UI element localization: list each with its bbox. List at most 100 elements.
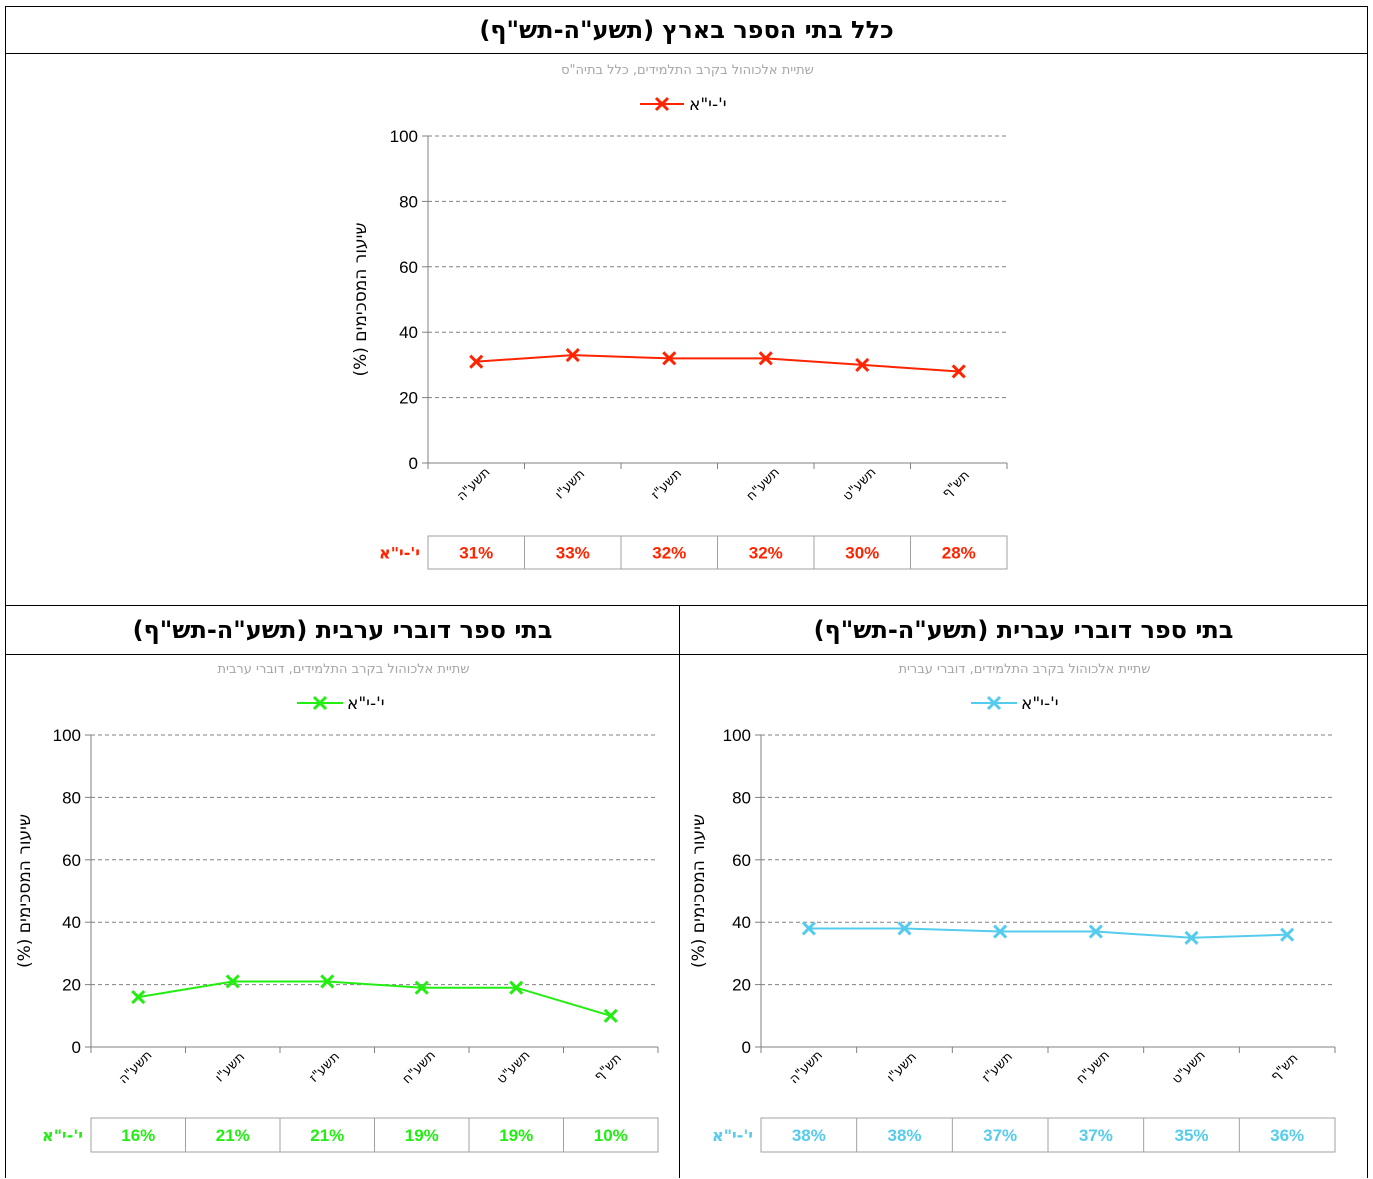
data-point	[225, 974, 240, 989]
x-tick-label: תשע"ו	[212, 1050, 248, 1086]
y-tick-label: 40	[62, 913, 81, 932]
table-cell: 19%	[499, 1126, 533, 1145]
x-marker-stroke	[654, 96, 670, 112]
data-point	[855, 357, 870, 372]
y-tick-label: 0	[409, 454, 418, 473]
table-cell: 10%	[594, 1126, 628, 1145]
x-tick-label: תשע"ט	[1169, 1048, 1208, 1087]
data-table: 31% 33% 32% 32% 30% 28% י'-י"א	[379, 535, 1008, 570]
table-cell: 16%	[121, 1126, 155, 1145]
x-marker-stroke	[758, 351, 773, 366]
x-tick-label: תשע"ח	[744, 465, 783, 504]
x-tick-label: תשע"ז	[307, 1049, 343, 1085]
x-tick-label: תשע"ה	[116, 1048, 155, 1087]
y-tick-label: 20	[732, 976, 751, 995]
table-cell: 33%	[556, 544, 590, 563]
x-tick-label: תשע"ז	[649, 466, 685, 502]
chart-hebrew-schools: שתיית אלכוהול בקרב התלמידים, דוברי עברית…	[689, 662, 1336, 1153]
panel-title: כלל בתי הספר בארץ (תשע"ה-תש"ף)	[6, 7, 1367, 54]
legend: י'-י"א	[640, 95, 727, 115]
x-marker-stroke	[897, 921, 912, 936]
x-marker-stroke	[1088, 924, 1103, 939]
x-marker-stroke	[951, 364, 966, 379]
y-tick-label: 100	[390, 127, 418, 146]
y-tick-label: 60	[62, 851, 81, 870]
y-tick-label: 40	[399, 323, 418, 342]
x-marker-stroke	[320, 974, 335, 989]
table-cell: 31%	[459, 544, 493, 563]
x-marker-stroke	[603, 1008, 618, 1023]
legend: י'-י"א	[971, 694, 1059, 714]
y-tick-label: 80	[732, 788, 751, 807]
x-marker-stroke	[225, 974, 240, 989]
data-point	[758, 351, 773, 366]
data-point	[897, 921, 912, 936]
chart-subtitle: שתיית אלכוהול בקרב התלמידים, דוברי עברית	[898, 662, 1150, 677]
table-cell: 37%	[1079, 1126, 1113, 1145]
chart-subtitle: שתיית אלכוהול בקרב התלמידים, כלל בתיה"ס	[561, 63, 814, 78]
table-row-label: י'-י"א	[379, 544, 420, 563]
x-marker-stroke	[986, 695, 1002, 711]
y-tick-label: 0	[72, 1038, 81, 1057]
legend-label: י'-י"א	[347, 694, 385, 714]
x-marker-stroke	[662, 351, 677, 366]
data-point	[801, 921, 816, 936]
y-axis-label: שיעור המסכימים (%)	[351, 222, 371, 376]
x-tick-label: תש"ף	[1268, 1051, 1301, 1084]
x-tick-label: תשע"ה	[454, 465, 493, 504]
y-tick-label: 100	[53, 726, 81, 745]
x-tick-label: תשע"ו	[552, 467, 588, 503]
series-line	[476, 354, 959, 373]
table-cell: 30%	[845, 544, 879, 563]
data-point	[565, 348, 580, 363]
chart-subtitle: שתיית אלכוהול בקרב התלמידים, דוברי ערבית	[217, 662, 469, 677]
x-marker-stroke	[414, 980, 429, 995]
y-tick-label: 20	[62, 976, 81, 995]
legend-label: י'-י"א	[1021, 694, 1059, 714]
table-cell: 28%	[942, 544, 976, 563]
y-tick-label: 60	[399, 258, 418, 277]
x-marker-stroke	[1280, 927, 1295, 942]
panel-title: בתי ספר דוברי ערבית (תשע"ה-תש"ף)	[6, 606, 679, 655]
series-line	[808, 927, 1288, 939]
x-tick-label: תשע"ז	[980, 1049, 1016, 1085]
table-cell: 38%	[792, 1126, 826, 1145]
x-tick-label: תש"ף	[940, 468, 973, 501]
data-point	[993, 924, 1008, 939]
x-marker-stroke	[565, 348, 580, 363]
chart-all-schools: שתיית אלכוהול בקרב התלמידים, כלל בתיה"ס י…	[351, 63, 1008, 570]
series-line	[138, 980, 612, 1017]
x-marker-stroke	[509, 980, 524, 995]
y-tick-label: 20	[399, 389, 418, 408]
table-cell: 21%	[216, 1126, 250, 1145]
table-row-label: י'-י"א	[712, 1126, 753, 1145]
table-cell: 38%	[887, 1126, 921, 1145]
data-point	[1184, 930, 1199, 945]
chart-arabic-schools: שתיית אלכוהול בקרב התלמידים, דוברי ערבית…	[15, 662, 659, 1153]
table-cell: 36%	[1270, 1126, 1304, 1145]
panel-title: בתי ספר דוברי עברית (תשע"ה-תש"ף)	[680, 606, 1367, 655]
y-axis-label: שיעור המסכימים (%)	[15, 814, 35, 968]
y-tick-label: 80	[399, 192, 418, 211]
x-tick-label: תשע"ה	[787, 1048, 826, 1087]
x-marker-stroke	[1184, 930, 1199, 945]
data-point	[662, 351, 677, 366]
data-point	[414, 980, 429, 995]
y-tick-label: 60	[732, 851, 751, 870]
table-cell: 32%	[652, 544, 686, 563]
data-table: 38% 38% 37% 37% 35% 36% י'-י"א	[712, 1117, 1336, 1153]
y-axis-label: שיעור המסכימים (%)	[689, 814, 709, 968]
legend: י'-י"א	[297, 694, 385, 714]
x-tick-label: תשע"ט	[840, 465, 879, 504]
x-marker-stroke	[993, 924, 1008, 939]
x-marker-stroke	[131, 990, 146, 1005]
data-point	[951, 364, 966, 379]
data-point	[320, 974, 335, 989]
table-cell: 19%	[405, 1126, 439, 1145]
data-point	[1280, 927, 1295, 942]
panel-arabic-schools: בתי ספר דוברי ערבית (תשע"ה-תש"ף) שתיית א…	[5, 605, 680, 1178]
panel-hebrew-schools: בתי ספר דוברי עברית (תשע"ה-תש"ף) שתיית א…	[679, 605, 1368, 1178]
panel-all-schools: כלל בתי הספר בארץ (תשע"ה-תש"ף) שתיית אלכ…	[5, 6, 1368, 606]
data-table: 16% 21% 21% 19% 19% 10% י'-י"א	[42, 1117, 659, 1153]
legend-label: י'-י"א	[689, 95, 727, 115]
